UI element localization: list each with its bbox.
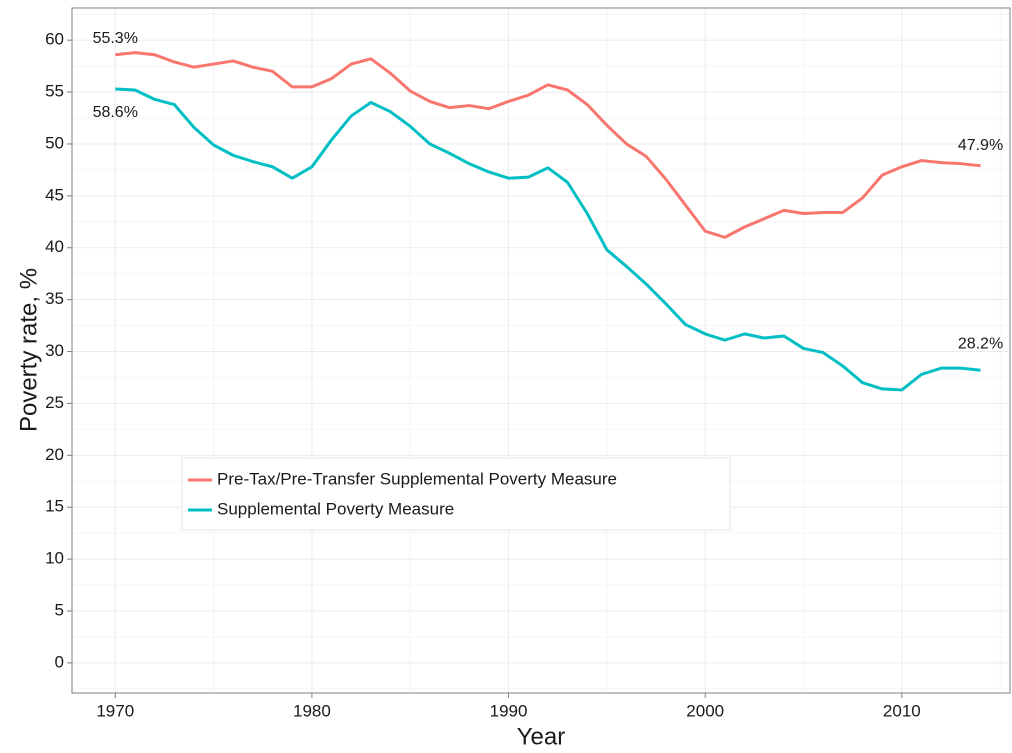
- y-tick-label: 35: [45, 289, 64, 308]
- y-tick-label: 20: [45, 445, 64, 464]
- y-tick-label: 15: [45, 497, 64, 516]
- y-tick-label: 50: [45, 133, 64, 152]
- annotation: 58.6%: [93, 104, 138, 121]
- y-tick-label: 10: [45, 549, 64, 568]
- annotation: 28.2%: [958, 335, 1003, 352]
- y-tick-label: 0: [55, 652, 64, 671]
- x-tick-label: 2000: [686, 701, 724, 720]
- annotation: 47.9%: [958, 137, 1003, 154]
- x-tick-label: 1990: [490, 701, 528, 720]
- plot-background: [72, 8, 1010, 693]
- y-tick-label: 55: [45, 82, 64, 101]
- line: [115, 87, 981, 392]
- legend-label: Supplemental Poverty Measure: [217, 499, 454, 518]
- legend-label: Pre-Tax/Pre-Transfer Supplemental Povert…: [217, 469, 617, 488]
- legend-box: [181, 457, 731, 531]
- line: [115, 51, 981, 239]
- y-axis-title: Poverty rate, %: [15, 268, 42, 432]
- y-tick-label: 25: [45, 393, 64, 412]
- y-tick-label: 5: [55, 600, 64, 619]
- x-tick-label: 2010: [883, 701, 921, 720]
- y-tick-label: 45: [45, 185, 64, 204]
- annotation: 55.3%: [93, 30, 138, 47]
- y-tick-label: 30: [45, 341, 64, 360]
- x-tick-label: 1980: [293, 701, 331, 720]
- y-tick-label: 60: [45, 30, 64, 49]
- x-tick-label: 1970: [96, 701, 134, 720]
- x-axis-title: Year: [517, 723, 566, 750]
- plot-border: [71, 7, 1011, 694]
- y-tick-label: 40: [45, 237, 64, 256]
